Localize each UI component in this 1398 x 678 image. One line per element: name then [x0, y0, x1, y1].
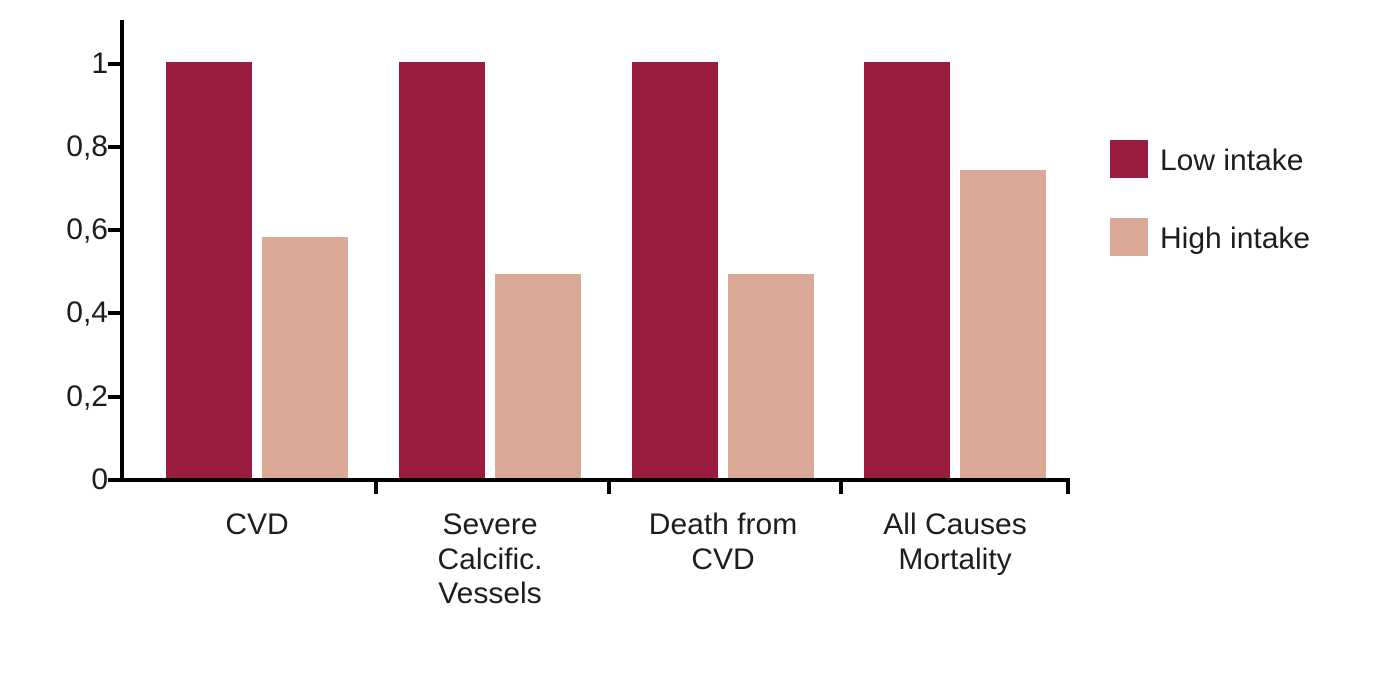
- bar: [495, 274, 581, 478]
- y-axis: [120, 20, 124, 482]
- legend-label: High intake: [1160, 222, 1310, 256]
- y-tick-label: 0,4: [66, 296, 108, 330]
- x-category-label-line: CVD: [155, 508, 360, 543]
- bar: [262, 237, 348, 478]
- bar: [864, 62, 950, 478]
- x-tick-mark: [374, 482, 378, 494]
- y-tick-mark: [108, 395, 120, 399]
- y-tick-label: 0: [91, 463, 108, 497]
- bar: [399, 62, 485, 478]
- y-tick-label: 0,2: [66, 380, 108, 414]
- bar: [728, 274, 814, 478]
- y-tick-label: 0,6: [66, 213, 108, 247]
- bar: [632, 62, 718, 478]
- x-category-label: Death fromCVD: [621, 508, 826, 577]
- x-category-label-line: Calcific.: [388, 543, 593, 578]
- y-tick-mark: [108, 62, 120, 66]
- legend-label: Low intake: [1160, 144, 1303, 178]
- y-tick-label: 0,8: [66, 130, 108, 164]
- x-tick-mark: [607, 482, 611, 494]
- x-tick-mark: [1066, 482, 1070, 494]
- x-category-label-line: All Causes: [853, 508, 1058, 543]
- x-category-label: SevereCalcific.Vessels: [388, 508, 593, 612]
- x-category-label-line: CVD: [621, 543, 826, 578]
- x-category-label: CVD: [155, 508, 360, 543]
- y-tick-mark: [108, 478, 120, 482]
- x-axis: [120, 478, 1070, 482]
- legend-swatch: [1110, 218, 1148, 256]
- intake-bar-chart: 0 0,2 0,4 0,6 0,8 1 CVD SevereCalcific.Vessels D…: [0, 0, 1398, 678]
- y-tick-mark: [108, 311, 120, 315]
- x-category-label-line: Death from: [621, 508, 826, 543]
- bar: [166, 62, 252, 478]
- legend-swatch: [1110, 140, 1148, 178]
- x-category-label-line: Vessels: [388, 577, 593, 612]
- y-tick-mark: [108, 228, 120, 232]
- x-category-label: All CausesMortality: [853, 508, 1058, 577]
- y-tick-label: 1: [91, 47, 108, 81]
- bar: [960, 170, 1046, 478]
- x-category-label-line: Severe: [388, 508, 593, 543]
- x-category-label-line: Mortality: [853, 543, 1058, 578]
- y-tick-mark: [108, 145, 120, 149]
- x-tick-mark: [839, 482, 843, 494]
